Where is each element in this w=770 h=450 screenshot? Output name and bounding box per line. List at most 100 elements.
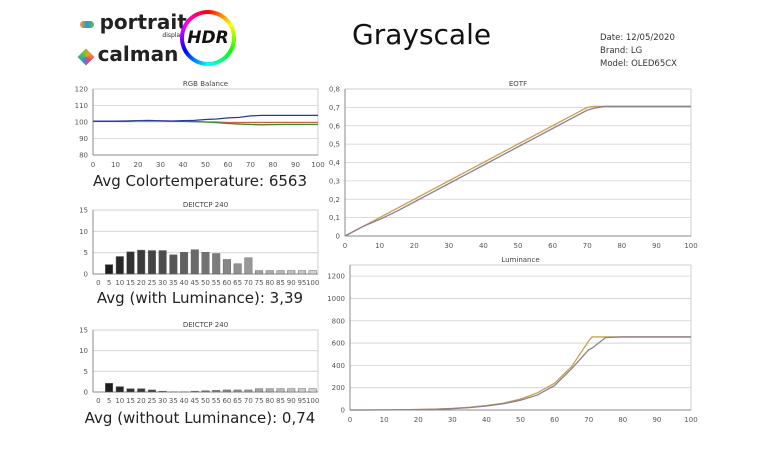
page-title: Grayscale [352,18,492,51]
bar [222,389,231,393]
y-tick-label: 1200 [327,273,345,281]
x-tick-label: 75 [255,397,264,405]
y-tick-label: 0,4 [329,159,341,167]
x-tick-label: 40 [179,161,188,169]
bar [147,250,156,275]
x-tick-label: 100 [306,397,319,405]
bar [308,388,317,393]
x-tick-label: 30 [444,242,453,250]
series-line-target [349,336,691,411]
x-tick-label: 10 [115,397,124,405]
x-tick-label: 90 [652,242,661,250]
x-tick-label: 10 [111,161,120,169]
y-tick-label: 15 [79,327,88,335]
y-tick-label: 5 [84,368,88,376]
portrait-logo-icon [80,21,94,28]
y-tick-label: 0,3 [329,177,340,185]
x-tick-label: 5 [107,397,111,405]
x-tick-label: 10 [375,242,384,250]
x-tick-label: 90 [287,279,296,287]
bar [255,270,264,275]
x-tick-label: 55 [212,279,221,287]
x-tick-label: 40 [482,416,491,424]
bar [233,389,242,393]
brand-label: Brand: LG [600,46,643,56]
x-tick-label: 40 [180,279,189,287]
series-line-measured [349,336,691,411]
x-tick-label: 30 [448,416,457,424]
y-tick-label: 0,7 [329,104,340,112]
series-line-measured [344,105,691,237]
x-tick-label: 50 [201,161,210,169]
avg-with-luminance: Avg (with Luminance): 3,39 [96,289,304,307]
x-tick-label: 0 [96,279,100,287]
x-tick-label: 90 [652,416,661,424]
bar [190,390,199,393]
x-tick-label: 0 [343,242,347,250]
y-tick-label: 120 [75,86,88,94]
x-tick-label: 80 [617,242,626,250]
bar [244,389,253,393]
y-tick-label: 0 [84,389,88,397]
calman-logo-text: calman [97,42,179,66]
x-tick-label: 80 [618,416,627,424]
plot-frame [92,329,319,393]
portrait-displays-logo: portrait displays [80,12,187,39]
x-tick-label: 85 [276,279,285,287]
y-tick-label: 1000 [327,295,345,303]
bar [244,257,253,275]
x-tick-label: 100 [684,416,697,424]
y-tick-label: 5 [84,249,88,257]
x-tick-label: 55 [212,397,221,405]
bar [201,390,210,393]
x-tick-label: 50 [201,279,210,287]
bar [169,254,178,275]
x-tick-label: 70 [584,416,593,424]
portrait-logo-text: portrait [99,10,187,34]
x-tick-label: 30 [158,279,167,287]
hdr-logo: HDR [180,10,236,66]
bar [287,270,296,275]
x-tick-label: 50 [516,416,525,424]
x-tick-label: 100 [684,242,697,250]
x-tick-label: 30 [156,161,165,169]
y-tick-label: 15 [79,207,88,215]
y-tick-label: 100 [75,119,88,127]
y-tick-label: 0,8 [329,86,340,94]
bar [126,251,135,275]
x-tick-label: 65 [233,397,242,405]
x-tick-label: 40 [479,242,488,250]
y-tick-label: 0,1 [329,214,340,222]
series-line-blue [93,114,318,122]
bar [201,251,210,275]
y-tick-label: 800 [332,317,345,325]
bar [115,386,124,393]
y-tick-label: 0,6 [329,122,341,130]
calman-logo: calman [77,42,179,66]
x-tick-label: 5 [107,279,111,287]
x-tick-label: 0 [348,416,352,424]
y-tick-label: 400 [332,362,345,370]
x-tick-label: 100 [311,161,324,169]
x-tick-label: 60 [224,161,233,169]
x-tick-label: 80 [265,397,274,405]
bar [212,253,221,275]
y-tick-label: 0,2 [329,196,340,204]
bar [212,390,221,393]
bar [265,388,274,393]
x-tick-label: 85 [276,397,285,405]
x-tick-label: 0 [91,161,95,169]
x-tick-label: 50 [201,397,210,405]
y-tick-label: 0,5 [329,141,340,149]
x-tick-label: 80 [269,161,278,169]
displays-logo-text: displays [162,32,187,39]
y-tick-label: 600 [332,340,345,348]
y-tick-label: 10 [79,347,88,355]
x-tick-label: 10 [115,279,124,287]
bar [276,388,285,393]
y-tick-label: 10 [79,228,88,236]
x-tick-label: 60 [548,242,557,250]
avg-without-luminance: Avg (without Luminance): 0,74 [84,409,316,427]
bar [147,389,156,393]
